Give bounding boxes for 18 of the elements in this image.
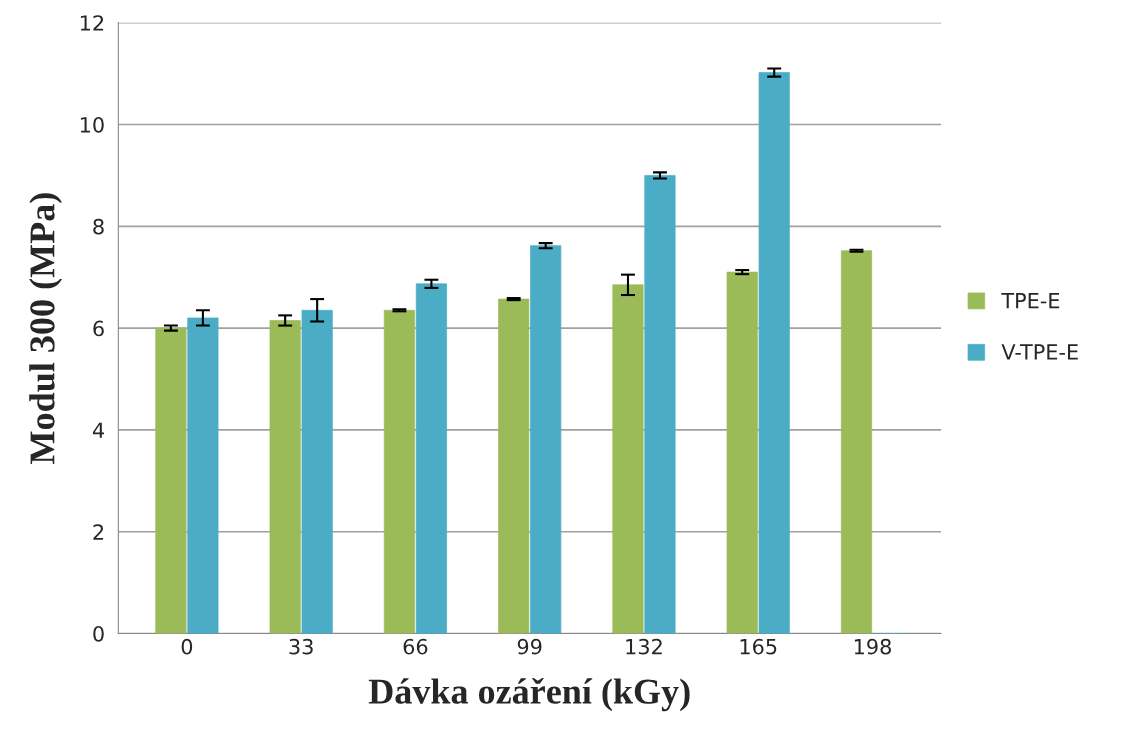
legend-label: V-TPE-E bbox=[1001, 344, 1078, 360]
x-tick-label: 99 bbox=[517, 638, 542, 655]
y-tick-label: 8 bbox=[93, 218, 104, 235]
y-tick-label: 12 bbox=[80, 15, 104, 31]
legend-label: TPE-E bbox=[1001, 292, 1060, 309]
y-tick-label: 2 bbox=[93, 524, 104, 540]
x-tick-label: 0 bbox=[181, 638, 193, 655]
x-tick-label: 33 bbox=[289, 638, 313, 655]
y-axis-title: Modul 300 (MPa) bbox=[29, 193, 62, 464]
x-axis-title: Dávka ozáření (kGy) bbox=[368, 678, 690, 712]
x-tick-label: 66 bbox=[403, 638, 428, 655]
y-tick-label: 0 bbox=[93, 625, 104, 642]
y-tick-label: 4 bbox=[92, 422, 104, 438]
x-tick-label: 198 bbox=[854, 638, 891, 655]
y-tick-label: 10 bbox=[80, 116, 104, 133]
y-tick-label: 6 bbox=[93, 320, 104, 337]
x-tick-label: 165 bbox=[740, 638, 777, 655]
x-tick-label: 132 bbox=[626, 638, 662, 655]
